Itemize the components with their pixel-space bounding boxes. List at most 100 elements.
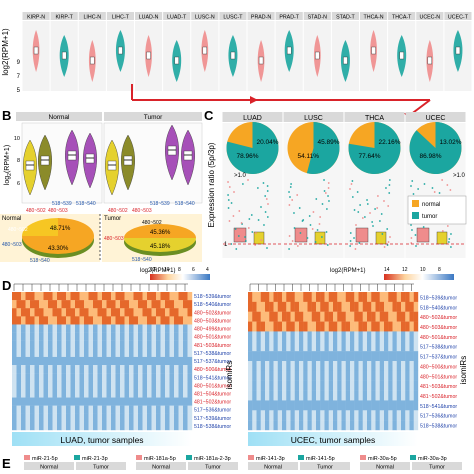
heat-cell (354, 292, 359, 303)
heat-cell (115, 405, 121, 414)
facet-strip (22, 12, 50, 20)
heat-cell (102, 300, 107, 309)
heat-cell (299, 351, 304, 362)
heat-cell (269, 410, 274, 421)
heat-cell (34, 413, 40, 423)
heat-cell (401, 410, 406, 421)
heat-cell (43, 316, 49, 325)
heat-cell (290, 420, 295, 431)
heat-cell (66, 421, 71, 431)
heat-cell (362, 311, 368, 322)
heat-cell (75, 340, 80, 350)
heat-cell (12, 365, 17, 374)
heat-cell (248, 351, 253, 362)
heat-cell (320, 301, 325, 312)
heat-cell (178, 332, 184, 341)
heat-cell (273, 311, 278, 322)
heat-cell (43, 348, 49, 358)
heat-cell (345, 331, 351, 342)
heat-cell (48, 316, 53, 325)
heat-cell (97, 316, 103, 325)
heat-cell (178, 421, 184, 431)
heat-cell (183, 340, 188, 350)
heat-cell (111, 389, 116, 398)
heat-cell (75, 292, 80, 301)
facet-label: THCA-T (392, 15, 412, 21)
heat-cell (248, 380, 253, 391)
c-pie-big: 77.64% (359, 153, 381, 160)
heatmap-left-axis: isomiRs (225, 361, 234, 389)
heat-cell (160, 340, 166, 350)
heat-cell (151, 308, 157, 317)
heat-cell (147, 381, 152, 390)
heat-cell (362, 370, 368, 381)
c-point (321, 203, 324, 205)
heat-row-label: 480~500&tumor (420, 364, 457, 370)
heat-cell (52, 405, 58, 414)
heat-cell (273, 410, 278, 421)
facet-strip (50, 12, 78, 20)
d-scale-title-left: log2(RPM+1) (140, 268, 176, 274)
heat-cell (187, 348, 193, 358)
heat-cell (286, 311, 291, 322)
tumor-pie-label-bot: 518~540 (132, 257, 152, 263)
heat-cell (299, 380, 304, 391)
right-title-bg (248, 432, 418, 446)
heat-cell (52, 389, 58, 398)
heat-cell (277, 420, 283, 431)
heat-cell (160, 308, 166, 317)
heat-cell (25, 324, 31, 333)
heat-cell (183, 300, 188, 309)
heat-cell (388, 410, 393, 421)
c-box-tumor (375, 231, 387, 245)
heat-cell (16, 348, 22, 358)
heat-cell (12, 356, 17, 366)
heat-cell (142, 389, 148, 398)
heat-cell (48, 308, 53, 317)
heat-cell (405, 341, 410, 352)
heat-cell (337, 351, 342, 362)
heat-cell (52, 365, 58, 374)
heat-cell (405, 420, 410, 431)
heat-cell (12, 421, 17, 431)
heat-cell (75, 389, 80, 398)
heat-cell (273, 420, 278, 431)
heat-cell (52, 373, 58, 382)
heat-cell (316, 361, 321, 372)
heat-cell (320, 370, 325, 381)
heat-cell (187, 316, 193, 325)
c-point (422, 226, 425, 228)
c-point (357, 211, 360, 213)
heat-cell (106, 340, 112, 350)
heat-cell (345, 370, 351, 381)
c-point (302, 219, 305, 221)
panel-c-ytick-1: 1 (224, 242, 228, 248)
b-box (40, 155, 50, 166)
e-normal: Normal (264, 465, 282, 471)
heat-cell (358, 390, 363, 401)
heat-cell (269, 341, 274, 352)
c-point (228, 186, 231, 188)
heat-cell (328, 321, 334, 332)
c-pie-big: 86.98% (420, 153, 442, 160)
heat-cell (30, 356, 35, 366)
heat-cell (12, 381, 17, 390)
heat-cell (290, 400, 295, 411)
heat-cell (25, 332, 31, 341)
tumor-pie-pct-1: 45.36% (150, 230, 171, 236)
heat-cell (362, 351, 368, 362)
heat-cell (129, 373, 134, 382)
heat-cell (265, 331, 270, 342)
heat-cell (316, 390, 321, 401)
heat-cell (265, 380, 270, 391)
heat-cell (282, 292, 287, 303)
heat-cell (165, 381, 170, 390)
heat-cell (341, 321, 346, 332)
heat-cell (174, 413, 179, 423)
normal-pie-label-bot: 518~540 (30, 258, 50, 264)
heat-row-label: 518~541&tumor (420, 404, 457, 410)
panel-b: B Normal Tumor log2(RPM+1) 10 8 6 480~50… (0, 108, 203, 264)
heat-cell (260, 351, 266, 362)
c-strip (222, 112, 283, 122)
heat-cell (350, 380, 355, 391)
